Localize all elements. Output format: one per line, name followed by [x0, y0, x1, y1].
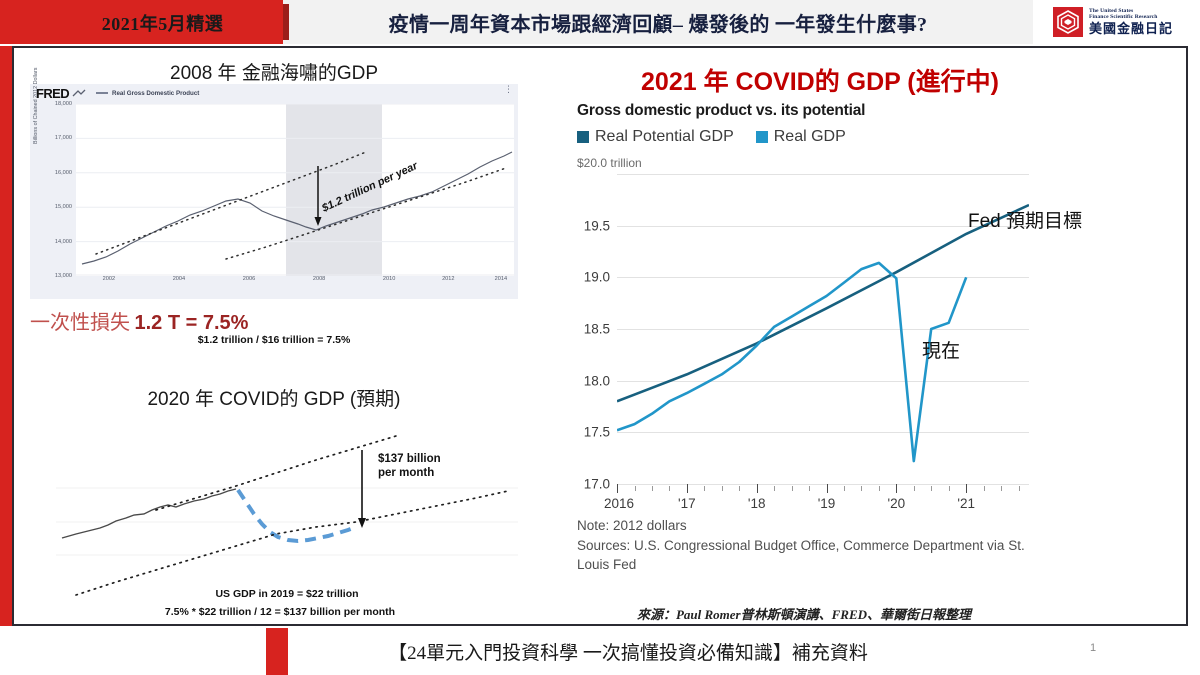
fred-xtick: 2006: [242, 276, 256, 282]
wsj-xtick: '20: [887, 496, 906, 511]
chart-2020-formula-2: 7.5% * $22 trillion / 12 = $137 billion …: [164, 606, 396, 618]
wsj-xtick: '18: [747, 496, 766, 511]
wsj-chart-card: Gross domestic product vs. its potential…: [565, 96, 1043, 598]
fred-xtick: 2004: [172, 276, 186, 282]
annotation-fed-target: Fed 預期目標: [968, 211, 1083, 232]
fred-ytick: 16,000: [54, 169, 72, 176]
loss-label-cn: 一次性損失: [30, 312, 130, 334]
fred-ytick: 15,000: [54, 204, 72, 211]
fred-ytick: 18,000: [54, 101, 72, 107]
wsj-ytick: 18.5: [583, 321, 610, 337]
wsj-xtick: 2016: [603, 496, 635, 511]
page-header: 2021年5月精選 疫情一周年資本市場跟經濟回顧– 爆發後的 一年發生什麼事? …: [0, 0, 1200, 44]
fred-swoosh-icon: [72, 89, 86, 97]
wsj-ytick: 18.0: [583, 373, 610, 389]
loss-formula-2008: $1.2 trillion / $16 trillion = 7.5%: [197, 334, 351, 346]
logo-line-1: The United States: [1089, 7, 1134, 14]
legend-swatch-real: [755, 131, 768, 143]
legend-line-swatch: [96, 92, 108, 94]
wsj-notes-block: Note: 2012 dollars Sources: U.S. Congres…: [577, 516, 1043, 575]
right-column: 2021 年 COVID的 GDP (進行中) Gross domestic p…: [540, 48, 1188, 624]
chart-2020-svg: [56, 410, 518, 610]
footer-caption: 【24單元入門投資科學 一次搞懂投資必備知識】補充資料: [388, 643, 868, 664]
wsj-sources: Sources: U.S. Congressional Budget Offic…: [577, 537, 1025, 573]
annotation-now: 現在: [922, 341, 961, 362]
loss-value: 1.2 T = 7.5%: [134, 312, 249, 334]
wsj-xtick: '17: [678, 496, 696, 511]
logo-text-block: The United States Finance Scientific Res…: [1089, 7, 1174, 36]
footer-red-block: [266, 628, 288, 675]
wsj-line-chart-svg: [617, 203, 1029, 463]
fred-plot-area: 18,000 17,000 16,000 15,000 14,000 13,00…: [42, 101, 514, 279]
chart-2008-title: 2008 年 金融海嘯的GDP: [170, 63, 378, 84]
fred-line-chart-svg: $1.2 trillion per year: [42, 103, 514, 276]
legend-label: Real Gross Domestic Product: [112, 89, 200, 97]
legend-label-real: Real GDP: [773, 128, 846, 145]
legend-swatch-potential: [577, 131, 589, 143]
wsj-xtick: '19: [817, 496, 836, 511]
fred-ytick: 13,000: [54, 273, 72, 279]
left-red-strip: [0, 46, 13, 626]
kebab-menu-icon[interactable]: ⋮: [504, 84, 513, 94]
wsj-chart-heading: Gross domestic product vs. its potential: [577, 102, 866, 119]
fred-xtick: 2012: [442, 276, 455, 282]
wsj-ytick: 19.5: [583, 218, 610, 234]
source-citation: 來源：Paul Romer普林斯頓演講、FRED、華爾街日報整理: [636, 607, 972, 622]
header-red-block: [0, 0, 283, 44]
header-date-badge: 2021年5月精選: [101, 14, 224, 34]
fred-xtick: 2002: [102, 276, 116, 282]
hexagon-diamond-logo-icon: [1053, 7, 1083, 37]
fred-ytick: 14,000: [54, 238, 72, 245]
chart-2020-annotation: $137 billion per month: [378, 452, 441, 481]
fred-y-axis-label: Billions of Chained 2012 Dollars: [33, 67, 39, 144]
chart-2021-title: 2021 年 COVID的 GDP (進行中): [641, 68, 999, 96]
wsj-plot-area: 19.5 19.0 18.5 18.0 17.5 17.0: [584, 174, 1029, 492]
fred-x-axis: 2002 2004 2006 2008 2010 2012 2014: [76, 276, 514, 290]
legend-item-real-potential-gdp: Real Potential GDP: [577, 128, 734, 146]
page-footer: 【24單元入門投資科學 一次搞懂投資必備知識】補充資料 1: [0, 628, 1200, 675]
header-accent-bar: [283, 4, 289, 40]
fred-ytick: 17,000: [54, 135, 72, 142]
fred-chart-toolbar: FRED Real Gross Domestic Product ⋮: [30, 84, 518, 102]
fred-logo-text: FRED: [36, 85, 70, 101]
wsj-ytick: 17.5: [583, 424, 610, 440]
header-title-container: 疫情一周年資本市場跟經濟回顧– 爆發後的 一年發生什麼事?: [283, 0, 1033, 44]
wsj-legend: Real Potential GDP Real GDP: [577, 128, 846, 146]
chart-2020-title: 2020 年 COVID的 GDP (預期): [147, 389, 401, 410]
chart-2020-formula-1: US GDP in 2019 = $22 trillion: [215, 588, 359, 600]
legend-item-real-gdp: Real GDP: [755, 128, 846, 146]
wsj-xtick: '21: [957, 496, 975, 511]
left-column: 2008 年 金融海嘯的GDP FRED Real Gross Domestic…: [14, 48, 534, 650]
wsj-ytick: 19.0: [583, 269, 610, 285]
wsj-ytick: 17.0: [583, 476, 610, 492]
legend-label-potential: Real Potential GDP: [595, 128, 734, 145]
chart-2020-card: $137 billion per month: [56, 410, 518, 610]
wsj-unit-label: $20.0 trillion: [577, 156, 642, 170]
logo-line-2: Finance Scientific Research: [1089, 13, 1158, 20]
wsj-x-axis: 2016 '17 '18 '19 '20 '21: [604, 484, 1029, 512]
fred-xtick: 2014: [494, 276, 508, 282]
fred-xtick: 2010: [382, 276, 396, 282]
brand-logo: The United States Finance Scientific Res…: [1033, 0, 1200, 44]
annotation-line-2: per month: [378, 467, 435, 480]
page-number: 1: [1090, 642, 1097, 654]
loss-summary-2008: 一次性損失 1.2 T = 7.5%: [30, 306, 518, 334]
annotation-line-1: $137 billion: [378, 453, 441, 465]
fred-series-legend: Real Gross Domestic Product: [96, 90, 199, 97]
wsj-note: Note: 2012 dollars: [577, 518, 687, 533]
logo-chinese: 美國金融日記: [1089, 20, 1174, 36]
fred-xtick: 2008: [312, 276, 326, 282]
page-title: 疫情一周年資本市場跟經濟回顧– 爆發後的 一年發生什麼事?: [388, 13, 928, 36]
fred-chart-card: FRED Real Gross Domestic Product ⋮ Billi…: [30, 68, 518, 299]
